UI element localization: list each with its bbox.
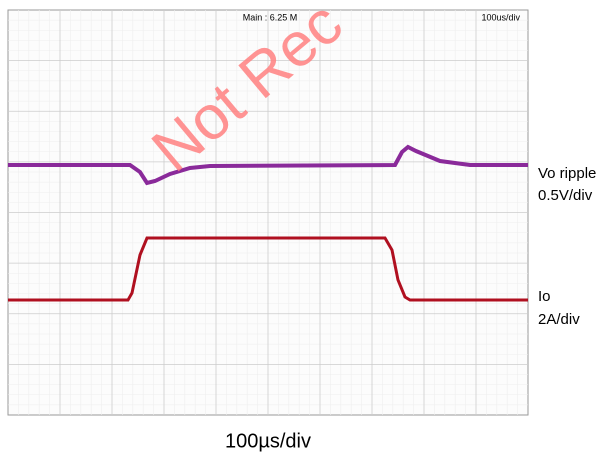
channel-name: Io: [538, 288, 551, 305]
scope-screenshot: Main : 6.25 M 100us/div Not Rec Vo rippl…: [0, 0, 614, 462]
channel-name: Vo ripple: [538, 165, 596, 182]
header-right: 100us/div: [481, 12, 520, 22]
time-scale: 100µs/div: [225, 430, 311, 452]
channel-scale: 0.5V/div: [538, 187, 593, 204]
channel-scale: 2A/div: [538, 311, 580, 328]
